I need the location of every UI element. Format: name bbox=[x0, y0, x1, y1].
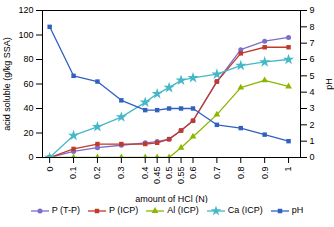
svg-text:0.55: 0.55 bbox=[176, 167, 186, 185]
svg-text:acid soluble (g/kg SSA): acid soluble (g/kg SSA) bbox=[2, 37, 12, 131]
svg-text:8: 8 bbox=[310, 22, 315, 32]
svg-text:9: 9 bbox=[310, 5, 315, 15]
html-text:pH: pH bbox=[291, 205, 304, 215]
svg-text:120: 120 bbox=[18, 5, 33, 15]
svg-text:0: 0 bbox=[45, 167, 55, 172]
svg-text:1: 1 bbox=[310, 136, 315, 146]
html-text:P (T-P): P (T-P) bbox=[51, 205, 80, 215]
svg-text:6: 6 bbox=[310, 54, 315, 64]
svg-text:0.4: 0.4 bbox=[140, 167, 150, 180]
svg-text:0.8: 0.8 bbox=[236, 167, 246, 180]
svg-text:2: 2 bbox=[310, 120, 315, 130]
svg-text:3: 3 bbox=[310, 103, 315, 113]
html-text:P (ICP): P (ICP) bbox=[109, 205, 139, 215]
svg-text:4: 4 bbox=[310, 87, 315, 97]
svg-text:0: 0 bbox=[28, 152, 33, 162]
svg-text:20: 20 bbox=[23, 128, 33, 138]
svg-text:0.1: 0.1 bbox=[68, 167, 78, 180]
svg-text:0.6: 0.6 bbox=[188, 167, 198, 180]
svg-text:1: 1 bbox=[283, 167, 293, 172]
html-text:Ca (ICP): Ca (ICP) bbox=[227, 205, 263, 215]
html-text:Al (ICP): Al (ICP) bbox=[167, 205, 199, 215]
svg-text:0.7: 0.7 bbox=[212, 167, 222, 180]
svg-text:60: 60 bbox=[23, 79, 33, 89]
svg-text:0.2: 0.2 bbox=[92, 167, 102, 180]
svg-text:0.3: 0.3 bbox=[116, 167, 126, 180]
svg-text:7: 7 bbox=[310, 38, 315, 48]
svg-text:5: 5 bbox=[310, 71, 315, 81]
svg-text:100: 100 bbox=[18, 30, 33, 40]
svg-text:amount of HCl (N): amount of HCl (N) bbox=[135, 194, 208, 204]
svg-text:0: 0 bbox=[310, 152, 315, 162]
svg-text:80: 80 bbox=[23, 54, 33, 64]
svg-text:0.45: 0.45 bbox=[152, 167, 162, 185]
svg-text:pH: pH bbox=[324, 78, 334, 90]
svg-text:0.5: 0.5 bbox=[164, 167, 174, 180]
svg-text:0.9: 0.9 bbox=[260, 167, 270, 180]
svg-text:40: 40 bbox=[23, 103, 33, 113]
